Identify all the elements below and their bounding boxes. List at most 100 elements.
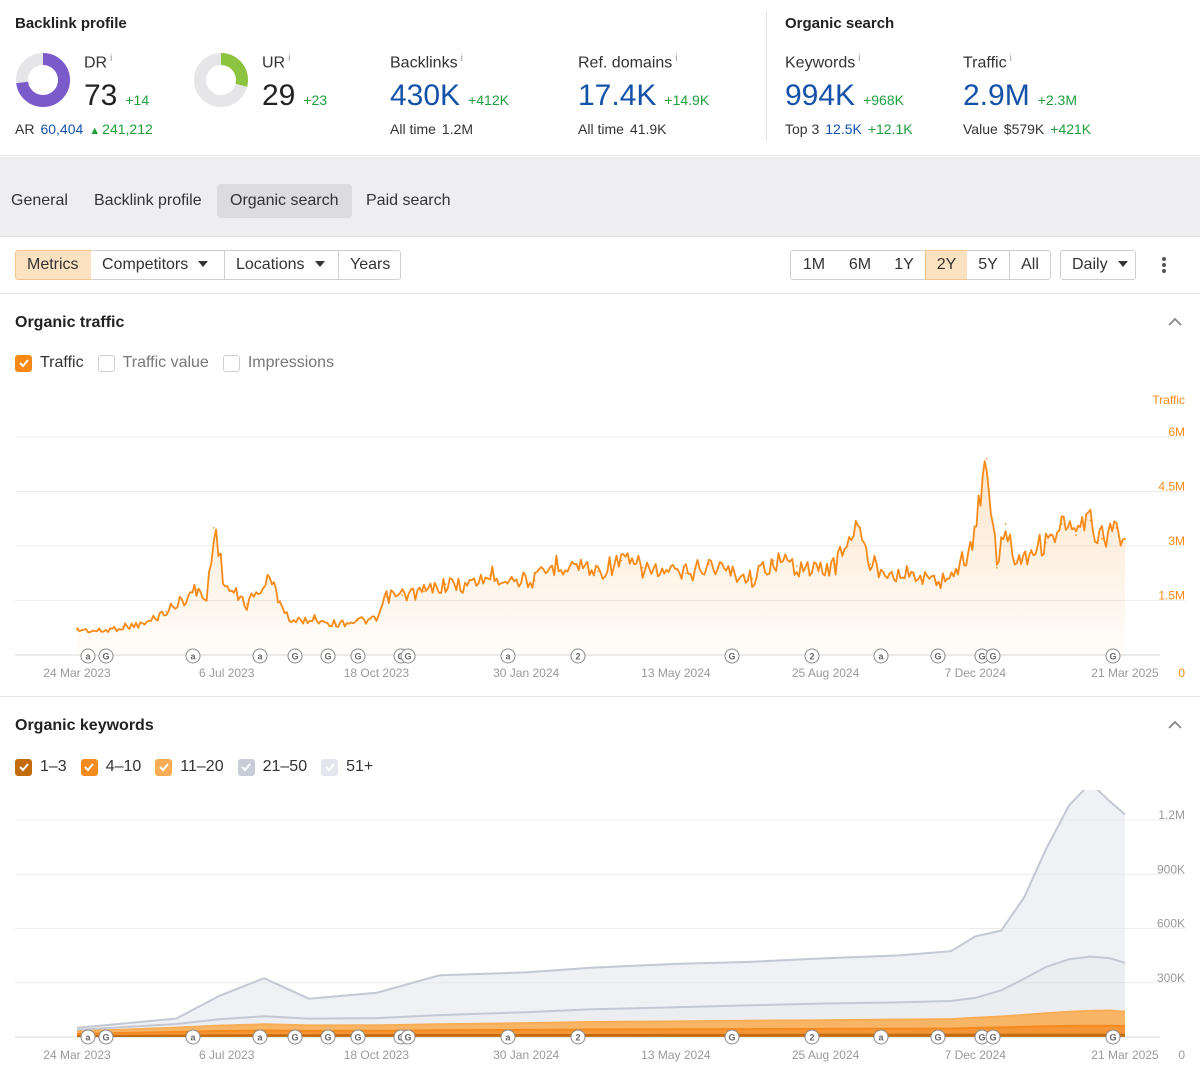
position-1-3-checkbox[interactable]: 1–3 [15, 758, 67, 776]
svg-text:G: G [1109, 652, 1116, 662]
svg-text:a: a [878, 1033, 884, 1043]
svg-text:a: a [190, 1033, 196, 1043]
tab-general[interactable]: General [11, 192, 68, 209]
traffic-x-tick-label: 21 Mar 2025 [1091, 666, 1159, 680]
info-icon[interactable]: i [288, 53, 291, 64]
svg-text:a: a [257, 1033, 263, 1043]
traffic-point [100, 630, 103, 633]
traffic-update-marker: 2 [804, 648, 820, 664]
range-1m-button[interactable]: 1M [790, 250, 838, 280]
organic-keywords-chart[interactable]: 0 300K 600K 900K 1.2M 24 Mar 2023 6 Jul 2023 18… [0, 790, 1200, 1075]
dr-donut-chart [16, 53, 70, 107]
svg-text:G: G [728, 652, 735, 662]
range-all-button[interactable]: All [1009, 250, 1051, 280]
keywords-update-marker: G [98, 1029, 114, 1045]
range-6m-button[interactable]: 6M [837, 250, 884, 280]
info-icon[interactable]: i [460, 53, 463, 64]
traffic-point [1060, 523, 1063, 525]
tab-paid-search[interactable]: Paid search [366, 192, 451, 209]
chevron-down-icon [1117, 260, 1128, 267]
range-2y-button[interactable]: 2Y [925, 250, 968, 280]
traffic-point [597, 570, 599, 573]
locations-dropdown[interactable]: Locations [224, 250, 339, 280]
traffic-update-marker: G [400, 648, 416, 664]
range-1y-button[interactable]: 1Y [883, 250, 926, 280]
svg-text:G: G [102, 1033, 109, 1043]
chevron-up-icon[interactable] [1168, 315, 1182, 329]
ref-domains-label[interactable]: Ref. domains i [578, 53, 678, 72]
svg-text:a: a [878, 652, 884, 662]
traffic-y-tick-label: 0 [1178, 666, 1185, 680]
traffic-value-checkbox[interactable]: Traffic value [97, 354, 209, 372]
keywords-y-tick-label: 0 [1178, 1048, 1185, 1062]
keywords-update-marker: a [252, 1029, 268, 1045]
traffic-point [1075, 534, 1077, 536]
position-21-50-checkbox[interactable]: 21–50 [237, 758, 307, 776]
svg-text:a: a [505, 1033, 511, 1043]
keywords-x-tick-label: 24 Mar 2023 [43, 1048, 111, 1062]
interval-dropdown[interactable]: Daily [1060, 250, 1136, 280]
traffic-update-marker: a [873, 648, 889, 664]
keywords-label[interactable]: Keywords i [785, 53, 861, 72]
kebab-menu-icon[interactable] [1158, 256, 1170, 276]
position-4-10-checkbox[interactable]: 4–10 [80, 758, 141, 776]
svg-text:G: G [1109, 1033, 1116, 1043]
traffic-point [205, 599, 208, 602]
traffic-point [957, 568, 959, 571]
svg-text:2: 2 [575, 1033, 580, 1043]
traffic-x-tick-label: 24 Mar 2023 [43, 666, 111, 680]
svg-text:a: a [257, 652, 263, 662]
traffic-point [375, 619, 378, 622]
metrics-button[interactable]: Metrics [15, 250, 92, 280]
traffic-point [1004, 523, 1007, 525]
ur-label[interactable]: UR i [262, 53, 291, 72]
info-icon[interactable]: i [1009, 53, 1012, 64]
ref-domains-value[interactable]: 17.4K +14.9K [578, 79, 710, 112]
impressions-checkbox[interactable]: Impressions [222, 354, 334, 372]
ar-value: 60,404 [40, 121, 84, 137]
traffic-value[interactable]: 2.9M +2.3M [963, 79, 1078, 112]
traffic-point [423, 590, 425, 593]
chevron-up-icon[interactable] [1168, 718, 1182, 732]
tab-backlink-profile[interactable]: Backlink profile [94, 192, 202, 209]
keywords-update-marker: G [287, 1029, 303, 1045]
traffic-point [533, 579, 536, 582]
svg-text:a: a [190, 652, 196, 662]
svg-text:G: G [354, 1033, 361, 1043]
traffic-point [834, 563, 837, 565]
traffic-update-marker: G [724, 648, 740, 664]
tab-organic-search[interactable]: Organic search [217, 184, 352, 218]
keywords-value[interactable]: 994K +968K [785, 79, 904, 112]
keywords-x-tick-label: 25 Aug 2024 [792, 1048, 860, 1062]
svg-text:G: G [354, 652, 361, 662]
dr-label[interactable]: DR i [84, 53, 113, 72]
range-5y-button[interactable]: 5Y [967, 250, 1010, 280]
keywords-update-marker: G [1105, 1029, 1121, 1045]
traffic-point [772, 559, 775, 562]
chevron-down-icon [314, 260, 325, 267]
traffic-point [996, 567, 998, 569]
traffic-point [444, 583, 447, 585]
organic-traffic-chart[interactable]: Traffic 0 1.5M 3M 4.5M 6M 24 Mar 2023 6 Jul 202… [0, 385, 1200, 685]
keywords-update-marker: a [185, 1029, 201, 1045]
traffic-update-marker: G [98, 648, 114, 664]
years-button[interactable]: Years [338, 250, 401, 280]
position-51-plus-checkbox[interactable]: 51+ [321, 758, 373, 776]
svg-text:G: G [989, 1033, 996, 1043]
traffic-label[interactable]: Traffic i [963, 53, 1012, 72]
traffic-point [1124, 537, 1126, 540]
backlinks-value[interactable]: 430K +412K [390, 79, 509, 112]
traffic-point [279, 599, 281, 602]
traffic-checkbox[interactable]: Traffic [15, 354, 84, 372]
keywords-line-11-20 [76, 1009, 1126, 1033]
keywords-update-marker: 2 [570, 1029, 586, 1045]
info-icon[interactable]: i [110, 53, 113, 64]
keywords-delta: +968K [863, 92, 904, 108]
position-11-20-checkbox[interactable]: 11–20 [155, 758, 224, 776]
info-icon[interactable]: i [675, 53, 678, 64]
checkbox-unchecked-icon [97, 354, 115, 372]
backlinks-label[interactable]: Backlinks i [390, 53, 463, 72]
keywords-update-marker: G [350, 1029, 366, 1045]
info-icon[interactable]: i [858, 53, 861, 64]
competitors-dropdown[interactable]: Competitors [91, 250, 225, 280]
